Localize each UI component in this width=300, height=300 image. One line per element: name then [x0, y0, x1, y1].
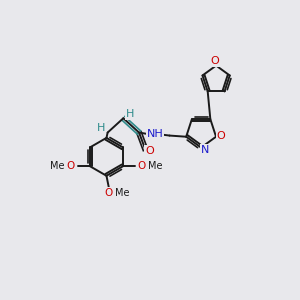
Text: H: H	[126, 109, 134, 118]
Text: O: O	[67, 161, 75, 171]
Text: O: O	[145, 146, 154, 156]
Text: O: O	[105, 188, 113, 198]
Text: H: H	[97, 123, 105, 133]
Text: Me: Me	[50, 161, 64, 171]
Text: Me: Me	[115, 188, 130, 198]
Text: N: N	[201, 145, 209, 155]
Text: O: O	[137, 161, 146, 171]
Text: Me: Me	[148, 161, 163, 171]
Text: NH: NH	[147, 129, 164, 140]
Text: O: O	[211, 56, 219, 66]
Text: O: O	[217, 130, 226, 141]
